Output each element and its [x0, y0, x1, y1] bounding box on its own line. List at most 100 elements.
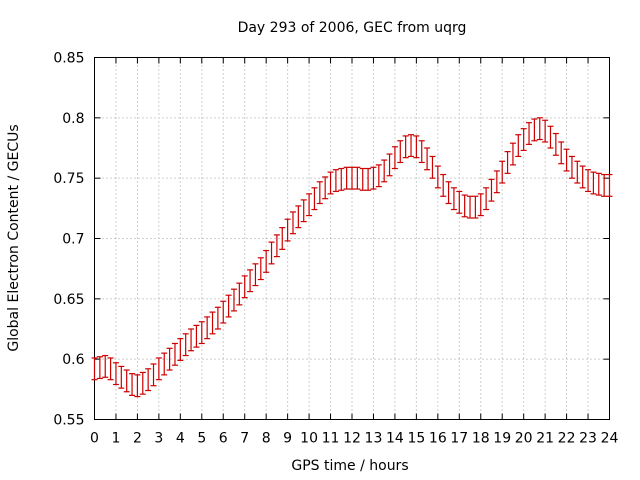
data-point: [338, 167, 345, 191]
y-tick-label: 0.65: [53, 292, 84, 308]
data-point: [579, 165, 586, 189]
x-tick-label: 9: [283, 431, 292, 447]
data-point: [488, 178, 495, 202]
data-point: [434, 165, 441, 189]
data-point: [531, 118, 538, 142]
data-point: [166, 347, 173, 371]
data-point: [134, 374, 141, 398]
data-point: [322, 176, 329, 200]
data-point: [402, 135, 409, 159]
data-point: [424, 147, 431, 171]
data-point: [386, 153, 393, 177]
data-point: [284, 218, 291, 242]
data-point: [585, 169, 592, 193]
data-point: [171, 342, 178, 366]
data-point: [145, 368, 152, 392]
y-tick-label: 0.8: [62, 111, 84, 127]
data-point: [477, 193, 484, 217]
data-point: [467, 195, 474, 219]
y-tick-label: 0.6: [62, 352, 84, 368]
x-tick-label: 18: [472, 431, 490, 447]
data-point: [230, 288, 237, 312]
data-point: [112, 362, 119, 386]
data-point: [526, 122, 533, 145]
data-point: [483, 187, 490, 211]
x-tick-label: 13: [365, 431, 383, 447]
data-point: [123, 369, 130, 393]
data-point: [96, 356, 103, 380]
data-point: [590, 171, 597, 195]
data-point: [429, 155, 436, 179]
data-point: [547, 125, 554, 149]
data-point: [365, 167, 372, 191]
x-tick-label: 17: [450, 431, 468, 447]
data-point: [188, 328, 195, 352]
data-point: [295, 205, 302, 229]
data-point: [397, 140, 404, 164]
data-point: [327, 171, 334, 195]
x-tick-label: 21: [536, 431, 554, 447]
chart-title: Day 293 of 2006, GEC from uqrg: [238, 20, 467, 36]
x-tick-label: 2: [133, 431, 142, 447]
data-point: [177, 338, 184, 361]
x-tick-label: 3: [154, 431, 163, 447]
data-point: [558, 141, 565, 165]
data-point: [391, 146, 398, 170]
x-tick-label: 0: [90, 431, 99, 447]
x-tick-label: 23: [579, 431, 597, 447]
data-point: [499, 160, 506, 184]
data-point: [241, 275, 248, 299]
data-point: [252, 263, 259, 287]
x-tick-label: 22: [558, 431, 576, 447]
data-point: [440, 173, 447, 197]
data-point: [91, 357, 98, 381]
data-point: [311, 187, 318, 211]
data-point: [247, 269, 254, 293]
data-point: [139, 371, 146, 395]
data-point: [563, 148, 570, 172]
data-point: [542, 119, 549, 143]
data-point: [461, 194, 468, 218]
data-point: [536, 117, 543, 141]
data-point: [306, 193, 313, 217]
data-point: [343, 166, 350, 190]
data-point: [413, 135, 420, 159]
x-tick-label: 16: [429, 431, 447, 447]
x-tick-label: 19: [493, 431, 511, 447]
y-tick-label: 0.7: [62, 232, 84, 248]
data-point: [150, 363, 157, 387]
data-point: [450, 187, 457, 211]
data-point: [509, 142, 516, 166]
data-point: [316, 181, 323, 205]
data-point: [568, 155, 575, 179]
data-point: [263, 249, 270, 273]
data-point: [279, 227, 286, 250]
data-point: [354, 166, 361, 190]
data-point: [300, 199, 307, 223]
data-point: [504, 151, 511, 174]
x-tick-label: 12: [343, 431, 361, 447]
data-point: [349, 166, 355, 190]
data-point: [595, 172, 602, 196]
data-point: [359, 167, 366, 191]
data-point: [606, 173, 613, 197]
x-tick-label: 24: [601, 431, 619, 447]
x-tick-label: 15: [407, 431, 425, 447]
data-point: [257, 257, 264, 281]
grid: [94, 57, 610, 420]
data-point: [445, 181, 452, 205]
data-point: [182, 333, 189, 357]
data-point: [520, 128, 527, 152]
x-tick-label: 5: [197, 431, 206, 447]
data-point: [273, 234, 280, 258]
data-point: [198, 321, 205, 345]
y-tick-label: 0.85: [53, 51, 84, 67]
data-point: [214, 306, 221, 330]
data-point: [370, 166, 377, 190]
data-series: [91, 117, 613, 398]
x-tick-label: 4: [176, 431, 185, 447]
y-axis-label: Global Electron Content / GECUs: [6, 124, 22, 351]
x-tick-label: 14: [386, 431, 404, 447]
y-tick-label: 0.75: [53, 171, 84, 187]
y-tick-label: 0.55: [53, 413, 84, 429]
